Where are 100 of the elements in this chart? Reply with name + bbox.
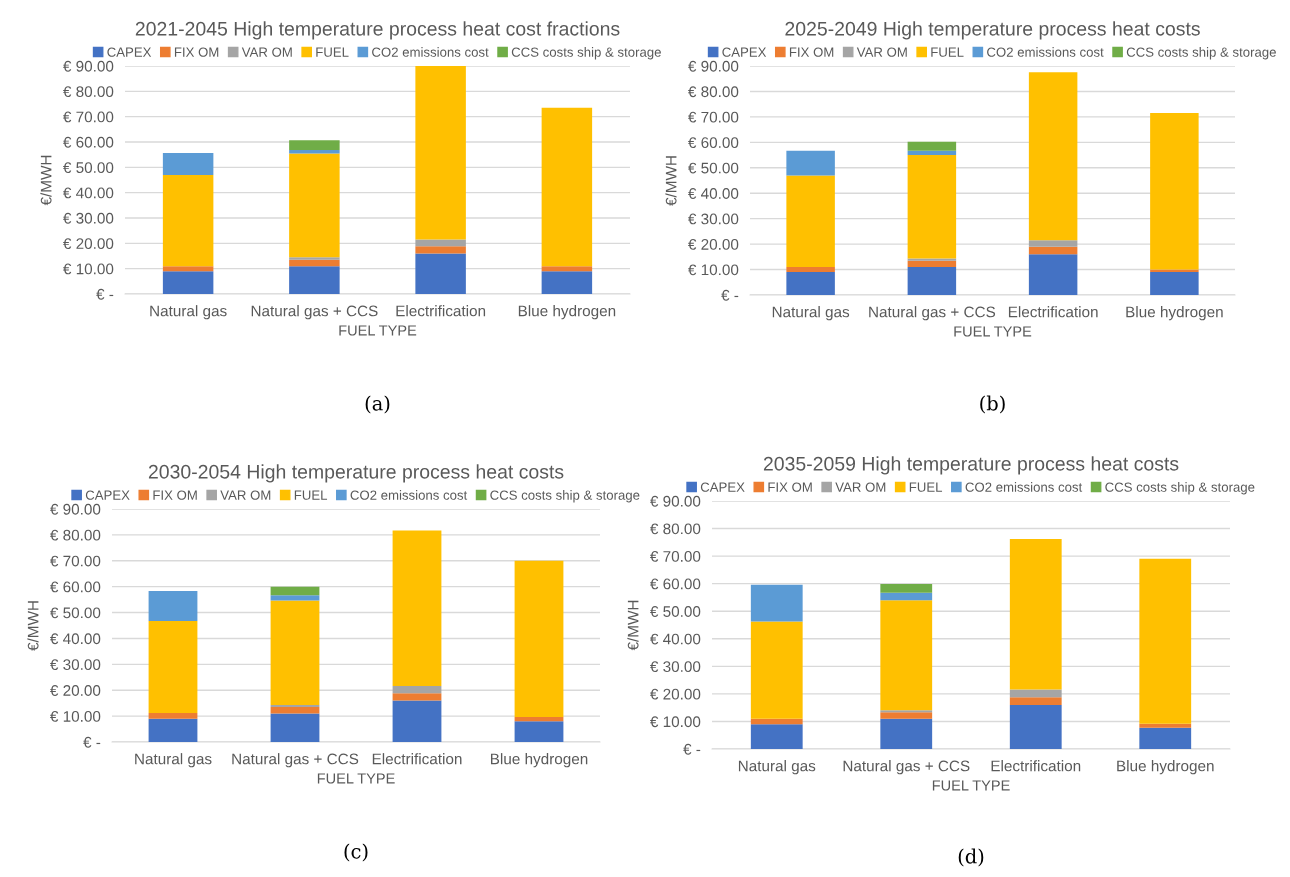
bar (270, 595, 320, 601)
x-tick-label: Blue hydrogen (518, 305, 616, 320)
legend-label: FUEL (316, 47, 349, 57)
bar (162, 174, 214, 267)
y-tick-label: € 70.00 (688, 111, 739, 123)
x-axis-title: FUEL TYPE (339, 325, 417, 336)
y-tick-label: € 10.00 (50, 710, 101, 722)
legend-label: VAR OM (856, 47, 907, 57)
legend-label: FIX OM (153, 490, 197, 500)
y-tick-label: € 50.00 (650, 606, 701, 617)
x-axis-title: FUEL TYPE (954, 326, 1032, 337)
bar (392, 530, 442, 687)
bar (786, 272, 835, 295)
bar (1150, 272, 1199, 295)
y-tick-label: € 70.00 (50, 555, 101, 567)
bar (148, 718, 198, 742)
legend-label: CO2 emissions cost (965, 482, 1083, 492)
legend-label: CAPEX (722, 47, 767, 57)
x-tick-label: Electrification (396, 305, 486, 317)
x-tick-label: Natural gas + CCS (843, 760, 970, 775)
y-axis-title: €/MWH (665, 156, 677, 206)
y-tick-label: € 40.00 (50, 633, 101, 645)
bar (148, 713, 198, 719)
y-tick-label: € 10.00 (650, 716, 701, 728)
legend-label: CAPEX (700, 482, 745, 492)
bar (880, 718, 933, 749)
bar (514, 721, 564, 742)
x-tick-label: Electrification (1008, 306, 1098, 318)
bar (514, 560, 564, 717)
legend-label: CCS costs ship & storage (490, 490, 640, 503)
bar (907, 150, 957, 156)
bar (289, 266, 340, 294)
chart-title: 2025-2049 High temperature process heat costs (785, 21, 1200, 40)
bar (162, 266, 214, 272)
y-tick-label: € 60.00 (50, 581, 101, 593)
bar (907, 258, 957, 261)
y-tick-label: € - (83, 736, 101, 748)
x-tick-label: Blue hydrogen (1117, 760, 1214, 775)
x-tick-label: Electrification (991, 760, 1081, 772)
bar (880, 712, 933, 719)
y-tick-label: € 50.00 (63, 162, 114, 174)
bar (1150, 113, 1199, 270)
bar (289, 150, 340, 154)
y-tick-label: € 60.00 (63, 136, 114, 148)
bar (750, 718, 803, 725)
y-tick-label: € 20.00 (688, 238, 739, 250)
bar (392, 693, 442, 701)
bar (1009, 539, 1062, 690)
x-tick-label: Blue hydrogen (1126, 306, 1223, 321)
bar (1139, 558, 1192, 724)
legend-label: CCS costs ship & storage (1126, 47, 1276, 60)
bar (415, 66, 466, 240)
y-axis-title: €/MWH (627, 600, 639, 651)
bar (786, 267, 835, 273)
legend-label: FIX OM (768, 482, 812, 492)
y-tick-label: € 40.00 (63, 187, 114, 199)
y-tick-label: € 20.00 (63, 238, 114, 250)
x-tick-label: Natural gas + CCS (232, 753, 359, 768)
bar (270, 600, 320, 705)
bar (162, 152, 214, 175)
bar (1139, 727, 1192, 749)
text: (c) (344, 843, 368, 862)
y-axis-title: €/MWH (27, 601, 39, 651)
bar (541, 107, 593, 267)
bar (148, 621, 198, 713)
chart-title: 2030-2054 High temperature process heat costs (148, 464, 564, 483)
text: (a) (365, 395, 390, 414)
bar (880, 600, 933, 711)
legend-label: FUEL (931, 47, 964, 57)
chart-title: 2021-2045 High temperature process heat cost fractions (135, 21, 620, 40)
chart-title: 2035-2059 High temperature process heat costs (763, 456, 1179, 475)
bar (1028, 240, 1078, 247)
y-tick-label: € 50.00 (50, 607, 101, 619)
bar (1009, 689, 1062, 698)
y-tick-label: € 10.00 (63, 263, 114, 275)
y-tick-label: € 20.00 (650, 688, 701, 700)
y-tick-label: € 90.00 (650, 495, 701, 507)
y-tick-label: € 90.00 (50, 503, 101, 515)
y-tick-label: € 10.00 (688, 264, 739, 276)
bar (907, 141, 957, 151)
x-tick-label: Natural gas (772, 306, 850, 321)
x-tick-label: Electrification (372, 753, 462, 765)
bar (750, 724, 803, 749)
legend-label: FIX OM (789, 47, 834, 57)
text: (b) (980, 395, 1005, 414)
legend-label: VAR OM (241, 47, 292, 57)
x-tick-label: Natural gas (150, 305, 227, 320)
bar (907, 260, 957, 268)
y-tick-label: € 30.00 (63, 212, 114, 224)
y-tick-label: € - (96, 288, 114, 300)
bar (162, 271, 214, 294)
x-tick-label: Blue hydrogen (490, 753, 588, 768)
bar (541, 271, 593, 294)
bar (1009, 697, 1062, 705)
bar (750, 621, 803, 719)
legend-label: VAR OM (835, 482, 886, 492)
bar (1028, 246, 1078, 255)
bar (880, 583, 933, 593)
bar (750, 584, 803, 622)
bar (786, 150, 835, 176)
